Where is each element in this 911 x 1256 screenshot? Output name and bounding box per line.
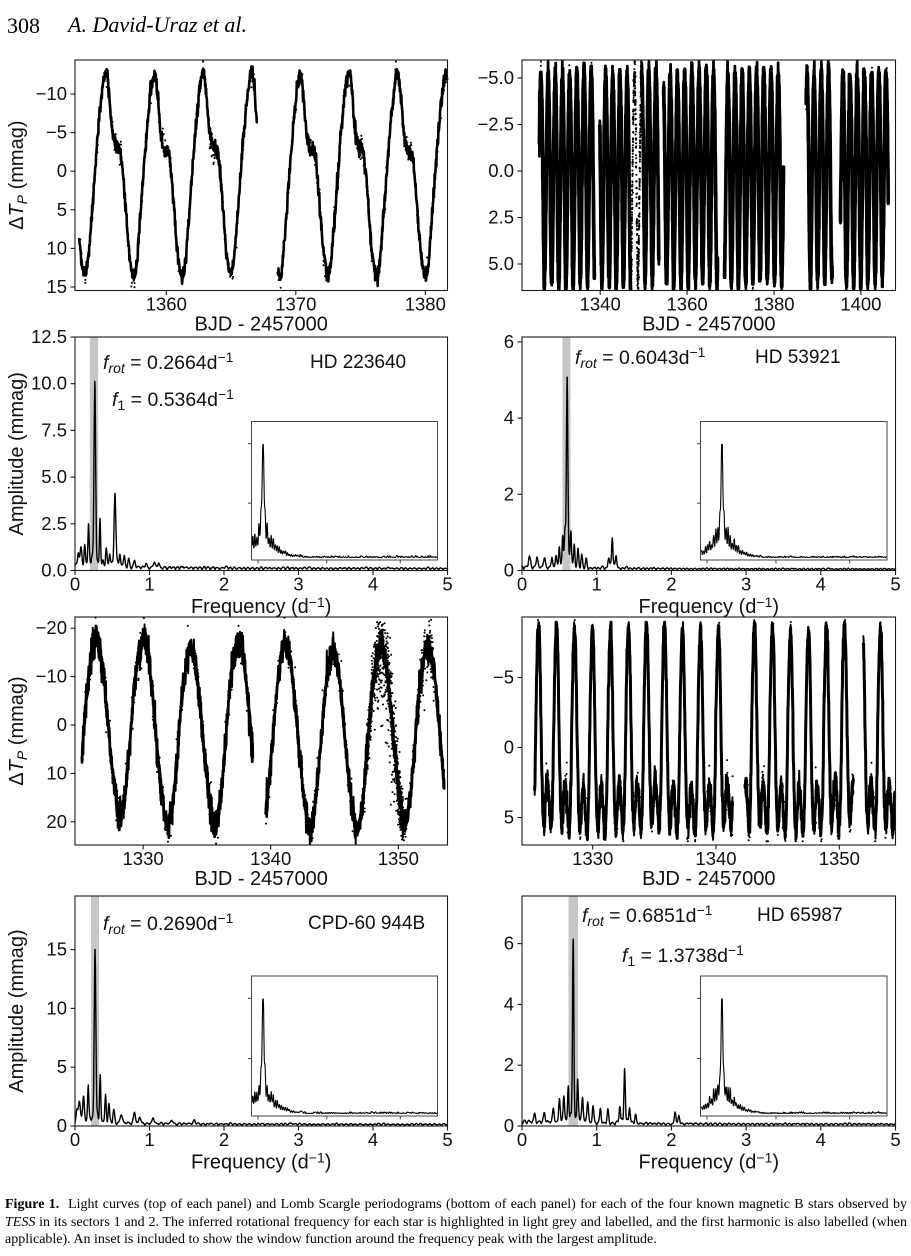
svg-text:0: 0 [504,737,514,758]
svg-text:1330: 1330 [572,848,613,869]
svg-text:2: 2 [219,1129,229,1150]
svg-text:frot = 0.2690d−1: frot = 0.2690d−1 [103,910,234,937]
svg-text:0: 0 [57,1115,67,1136]
svg-text:−20: −20 [36,617,67,638]
svg-text:1360: 1360 [667,294,708,315]
svg-text:ΔTP (mmag): ΔTP (mmag) [6,121,30,230]
svg-text:0: 0 [57,160,67,181]
svg-text:CPD-60 944B: CPD-60 944B [308,913,425,934]
svg-text:HD 65987: HD 65987 [757,905,843,926]
svg-text:1340: 1340 [695,848,736,869]
svg-text:3: 3 [293,574,303,595]
svg-text:−5.0: −5.0 [477,67,514,88]
svg-text:BJD - 2457000: BJD - 2457000 [642,868,775,890]
svg-text:−5: −5 [493,667,514,688]
svg-text:15: 15 [46,276,67,297]
svg-text:1380: 1380 [405,294,446,315]
svg-text:5.0: 5.0 [488,253,514,274]
svg-text:12.5: 12.5 [31,326,67,347]
svg-text:10.0: 10.0 [31,373,67,394]
svg-text:−10: −10 [36,83,67,104]
svg-text:4: 4 [368,1129,378,1150]
svg-text:4: 4 [504,993,514,1014]
svg-text:15: 15 [46,939,67,960]
svg-text:5: 5 [890,574,900,595]
svg-text:1340: 1340 [250,848,291,869]
svg-text:2: 2 [504,1054,514,1075]
svg-text:6: 6 [504,933,514,954]
svg-text:5: 5 [504,807,514,828]
svg-text:BJD - 2457000: BJD - 2457000 [194,314,327,336]
svg-text:1: 1 [592,574,602,595]
svg-text:−5: −5 [46,122,67,143]
svg-text:4: 4 [816,1129,826,1150]
svg-text:2.5: 2.5 [41,513,67,534]
svg-text:frot = 0.6851d−1: frot = 0.6851d−1 [582,902,713,929]
svg-text:1340: 1340 [580,294,621,315]
svg-text:BJD - 2457000: BJD - 2457000 [642,314,775,336]
svg-text:frot = 0.2664d−1: frot = 0.2664d−1 [103,349,234,376]
svg-text:5: 5 [57,199,67,220]
svg-text:5: 5 [890,1129,900,1150]
svg-text:0: 0 [70,574,80,595]
svg-text:1: 1 [144,1129,154,1150]
svg-text:Frequency (d−1): Frequency (d−1) [191,594,331,618]
svg-text:1: 1 [592,1129,602,1150]
svg-text:HD 53921: HD 53921 [755,347,841,368]
svg-text:−10: −10 [36,666,67,687]
svg-text:f1 = 0.5364d−1: f1 = 0.5364d−1 [112,386,234,413]
svg-text:1350: 1350 [378,848,419,869]
svg-text:0.0: 0.0 [41,560,67,581]
svg-text:2: 2 [666,1129,676,1150]
svg-text:3: 3 [293,1129,303,1150]
svg-text:Frequency (d−1): Frequency (d−1) [639,1150,779,1174]
svg-text:2: 2 [504,483,514,504]
svg-text:0.0: 0.0 [488,160,514,181]
svg-text:6: 6 [504,331,514,352]
svg-text:2: 2 [666,574,676,595]
svg-text:2: 2 [219,574,229,595]
svg-text:10: 10 [46,997,67,1018]
svg-text:1330: 1330 [123,848,164,869]
svg-text:4: 4 [368,574,378,595]
svg-text:Frequency (d−1): Frequency (d−1) [639,594,779,618]
svg-text:0: 0 [70,1129,80,1150]
svg-text:0: 0 [517,574,527,595]
svg-text:2.5: 2.5 [488,207,514,228]
svg-text:0: 0 [517,1129,527,1150]
svg-text:1400: 1400 [840,294,881,315]
svg-text:4: 4 [504,407,514,428]
svg-text:0: 0 [57,714,67,735]
svg-text:4: 4 [816,574,826,595]
svg-text:frot = 0.6043d−1: frot = 0.6043d−1 [575,344,706,371]
svg-text:10: 10 [46,237,67,258]
svg-text:Amplitude (mmag): Amplitude (mmag) [6,372,28,535]
svg-text:3: 3 [741,1129,751,1150]
svg-text:1360: 1360 [146,294,187,315]
svg-text:5: 5 [57,1056,67,1077]
svg-text:Frequency (d−1): Frequency (d−1) [191,1150,331,1174]
svg-text:3: 3 [741,574,751,595]
svg-text:7.5: 7.5 [41,419,67,440]
svg-text:−2.5: −2.5 [477,114,514,135]
svg-text:0: 0 [504,560,514,581]
svg-text:ΔTP (mmag): ΔTP (mmag) [6,676,30,785]
svg-text:BJD - 2457000: BJD - 2457000 [194,868,327,890]
svg-text:1350: 1350 [819,848,860,869]
svg-text:10: 10 [46,762,67,783]
svg-text:5.0: 5.0 [41,466,67,487]
svg-text:5: 5 [442,574,452,595]
svg-text:1370: 1370 [275,294,316,315]
svg-text:1380: 1380 [753,294,794,315]
svg-text:1: 1 [144,574,154,595]
svg-text:5: 5 [442,1129,452,1150]
svg-text:HD 223640: HD 223640 [310,352,406,373]
svg-text:f1 = 1.3738d−1: f1 = 1.3738d−1 [622,942,744,969]
svg-text:Amplitude (mmag): Amplitude (mmag) [6,929,28,1092]
svg-text:0: 0 [504,1115,514,1136]
svg-text:20: 20 [46,811,67,832]
